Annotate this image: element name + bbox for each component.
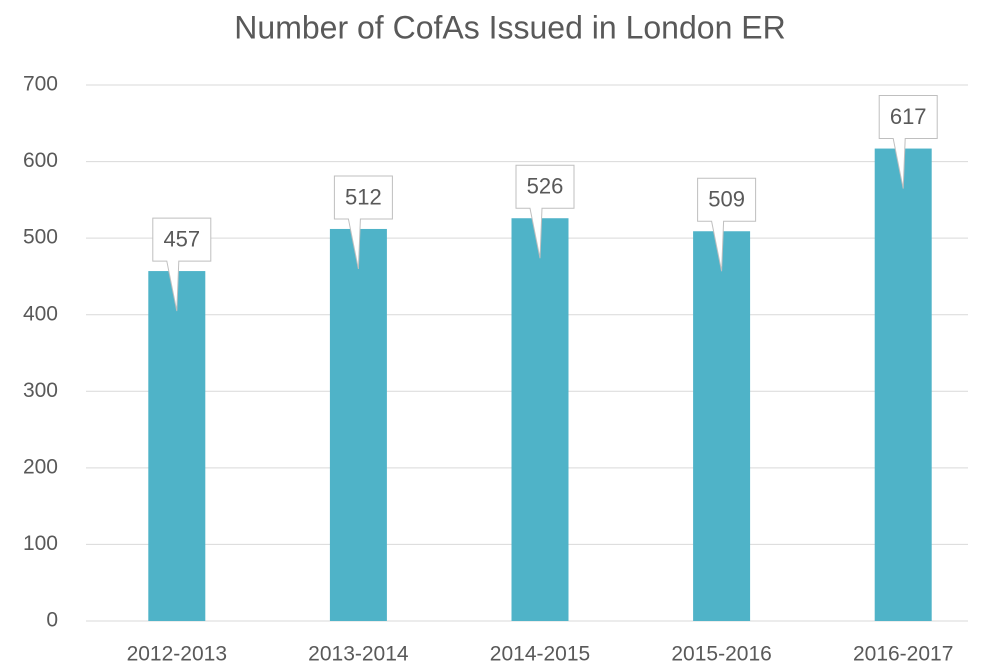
data-label-callout <box>878 95 938 189</box>
data-label-callout <box>515 164 575 259</box>
data-label-callout <box>333 175 393 270</box>
x-tick-label: 2016-2017 <box>853 643 953 666</box>
data-label: 457 <box>163 226 200 251</box>
bar <box>693 231 751 621</box>
bar <box>874 148 932 621</box>
bar <box>148 271 206 621</box>
bar <box>511 218 569 621</box>
y-tick-label: 300 <box>23 379 58 402</box>
bar <box>329 228 387 621</box>
data-label: 617 <box>890 104 927 129</box>
y-tick-label: 500 <box>23 226 58 249</box>
x-tick-label: 2012-2013 <box>127 643 227 666</box>
data-label: 509 <box>708 187 745 212</box>
data-label: 526 <box>527 174 564 199</box>
y-tick-label: 600 <box>23 149 58 172</box>
data-label: 512 <box>345 184 382 209</box>
data-label-callout <box>697 177 757 272</box>
y-tick-label: 200 <box>23 455 58 478</box>
y-tick-label: 0 <box>46 609 58 632</box>
y-tick-label: 100 <box>23 532 58 555</box>
chart-title: Number of CofAs Issued in London ER <box>234 9 785 45</box>
x-tick-label: 2015-2016 <box>671 643 771 666</box>
x-tick-label: 2014-2015 <box>490 643 590 666</box>
data-label-callout <box>152 217 212 312</box>
y-tick-label: 700 <box>23 73 58 96</box>
x-tick-label: 2013-2014 <box>308 643 409 666</box>
y-tick-label: 400 <box>23 302 58 325</box>
